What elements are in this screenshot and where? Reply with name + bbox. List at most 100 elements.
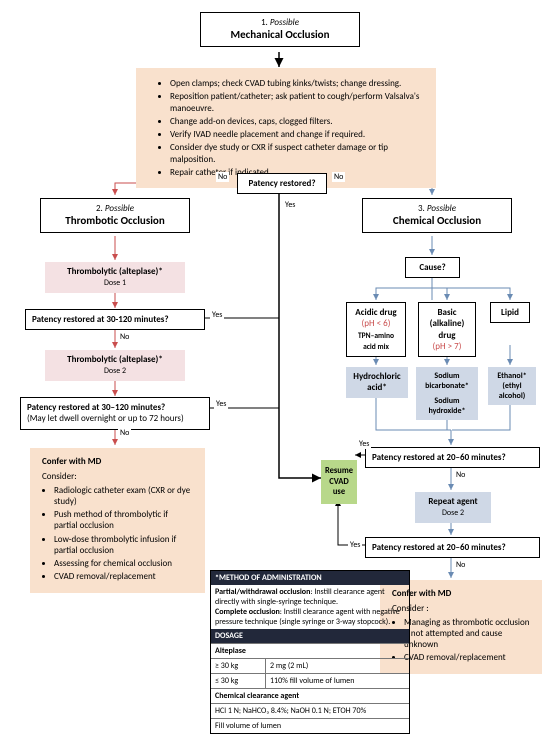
- table-clr-header: Chemical clearance agent: [211, 688, 409, 703]
- node-repeat-agent: Repeat agent Dose 2: [415, 492, 491, 523]
- list-item: Managing as thrombotic occlusion if not …: [404, 617, 530, 651]
- node-cause: Cause?: [405, 257, 460, 278]
- list-item: Open clamps; check CVAD tubing kinks/twi…: [170, 78, 424, 89]
- node-number: 3.: [418, 203, 425, 214]
- node-label: Thrombolytic (alteplase)*: [67, 266, 163, 277]
- label-no: No: [454, 560, 467, 570]
- table-header: DOSAGE: [211, 629, 409, 643]
- node-label: Resume CVAD use: [325, 466, 353, 497]
- node-supertitle: Possible: [105, 203, 134, 214]
- list-item: Change add-on devices, caps, clogged fil…: [170, 116, 424, 127]
- table-row: ≤ 30 kg 110% fill volume of lumen: [211, 673, 409, 688]
- cell: ≥ 30 kg: [211, 658, 266, 673]
- confer-title: Confer with MD: [392, 588, 530, 599]
- table-header: *METHOD OF ADMINISTRATION: [211, 571, 409, 585]
- table-clr2: Fill volume of lumen: [211, 718, 409, 733]
- table-clr1: HCl 1 N; NaHCO₃ 8.4%; NaOH 0.1 N; ETOH 7…: [211, 703, 409, 718]
- method-table: *METHOD OF ADMINISTRATION Partial/withdr…: [210, 570, 410, 734]
- node-label: Patency restored at 20–60 minutes?: [372, 542, 506, 553]
- confer-sub: Consider:: [42, 471, 193, 482]
- node-sublabel: (May let dwell overnight or up to 72 hou…: [27, 413, 184, 424]
- label-yes: Yes: [357, 439, 371, 449]
- node-number: 2.: [96, 203, 103, 214]
- table-partial: Partial/withdrawal occlusion: Instill cl…: [211, 585, 409, 629]
- label-yes: Yes: [348, 540, 362, 550]
- node-patency-20-60-1: Patency restored at 20–60 minutes?: [365, 447, 540, 468]
- node-thrombotic-occlusion: 2. Possible Thrombotic Occlusion: [40, 198, 190, 233]
- node-patency-30-120-1: Patency restored at 30-120 minutes?: [25, 309, 205, 330]
- node-label: Sodium bicarbonate*: [425, 371, 469, 391]
- node-label: Sodium hydroxide*: [429, 396, 466, 416]
- label-no: No: [118, 332, 131, 342]
- node-line2: (alkaline): [430, 318, 465, 329]
- label-no: No: [332, 172, 345, 182]
- node-number: 1.: [261, 17, 268, 28]
- node-ph: (pH > 7): [433, 341, 462, 352]
- node-naoh: Sodium hydroxide*: [416, 392, 478, 420]
- node-title: Mechanical Occlusion: [230, 28, 329, 41]
- list-item: Verify IVAD needle placement and change …: [170, 129, 424, 140]
- node-label: Ethanol* (ethyl alcohol): [497, 371, 526, 401]
- node-label: Patency restored at 30–120 minutes?: [27, 402, 165, 413]
- node-title: Thrombotic Occlusion: [65, 214, 165, 227]
- list-item: Radiologic catheter exam (CXR or dye stu…: [54, 485, 193, 508]
- list-item: CVAD removal/replacement: [404, 652, 530, 663]
- node-label: Lipid: [501, 307, 519, 318]
- node-label: Thrombolytic (alteplase)*: [67, 354, 163, 365]
- node-label: Repeat agent: [428, 496, 477, 507]
- node-hcl: Hydrochloric acid*: [346, 367, 408, 398]
- list-item: Low-dose thrombolytic infusion if partia…: [54, 534, 193, 557]
- confer-sub: Consider :: [392, 603, 530, 614]
- node-acidic-drug: Acidic drug (pH < 6) TPN–amino acid mix: [346, 302, 406, 357]
- node-patency-restored: Patency restored?: [237, 173, 327, 194]
- node-confer-left: Confer with MD Consider: Radiologic cath…: [30, 448, 205, 593]
- text: Complete occlusion: [215, 607, 280, 617]
- node-bicarb: Sodium bicarbonate*: [416, 367, 478, 395]
- node-patency-20-60-2: Patency restored at 20–60 minutes?: [365, 537, 540, 558]
- node-supertitle: Possible: [427, 203, 456, 214]
- node-title: Chemical Occlusion: [393, 214, 481, 227]
- node-ph: (pH < 6): [362, 318, 391, 329]
- node-ethanol: Ethanol* (ethyl alcohol): [488, 367, 536, 405]
- node-sublabel: Dose 2: [442, 508, 464, 518]
- node-label: Hydrochloric acid*: [353, 371, 400, 393]
- label-yes: Yes: [214, 399, 228, 409]
- mechanical-checks-list: Open clamps; check CVAD tubing kinks/twi…: [158, 78, 424, 178]
- label-no: No: [216, 172, 229, 182]
- flowchart-stage: 1. Possible Mechanical Occlusion Open cl…: [0, 0, 559, 720]
- text: Partial/withdrawal occlusion: [215, 587, 310, 597]
- list-item: CVAD removal/replacement: [54, 571, 193, 582]
- cell: ≤ 30 kg: [211, 673, 266, 688]
- cell: 110% fill volume of lumen: [266, 673, 409, 688]
- node-label: Patency restored?: [248, 178, 315, 189]
- node-alteplase-dose2: Thrombolytic (alteplase)* Dose 2: [45, 350, 185, 381]
- node-resume-cvad: Resume CVAD use: [321, 460, 357, 504]
- label-yes: Yes: [283, 200, 297, 210]
- node-line3: drug: [438, 330, 455, 341]
- label-no: No: [118, 428, 131, 438]
- node-sublabel: TPN–amino acid mix: [358, 332, 394, 352]
- node-patency-30-120-2: Patency restored at 30–120 minutes? (May…: [20, 397, 210, 430]
- node-line1: Basic: [437, 307, 456, 318]
- confer-title: Confer with MD: [42, 456, 193, 467]
- node-chemical-occlusion: 3. Possible Chemical Occlusion: [362, 198, 512, 233]
- list-item: Push method of thrombolytic if partial o…: [54, 509, 193, 532]
- node-alteplase-dose1: Thrombolytic (alteplase)* Dose 1: [45, 262, 185, 293]
- confer-list: Managing as thrombotic occlusion if not …: [392, 617, 530, 664]
- label-yes: Yes: [210, 310, 224, 320]
- node-label: Cause?: [419, 262, 445, 273]
- list-item: Consider dye study or CXR if suspect cat…: [170, 142, 424, 165]
- table-row: ≥ 30 kg 2 mg (2 mL): [211, 658, 409, 673]
- cell: 2 mg (2 mL): [266, 658, 409, 673]
- node-sublabel: Dose 1: [104, 278, 126, 288]
- node-basic-drug: Basic (alkaline) drug (pH > 7): [418, 302, 476, 357]
- list-item: Reposition patient/catheter; ask patient…: [170, 91, 424, 114]
- node-mechanical-occlusion: 1. Possible Mechanical Occlusion: [200, 12, 360, 47]
- list-item: Assessing for chemical occlusion: [54, 558, 193, 569]
- label-no: No: [454, 470, 467, 480]
- mechanical-checks: Open clamps; check CVAD tubing kinks/twi…: [136, 68, 436, 188]
- confer-list: Radiologic catheter exam (CXR or dye stu…: [42, 485, 193, 583]
- node-label: Acidic drug: [355, 307, 396, 318]
- node-sublabel: Dose 2: [104, 366, 126, 376]
- node-label: Patency restored at 20–60 minutes?: [372, 452, 506, 463]
